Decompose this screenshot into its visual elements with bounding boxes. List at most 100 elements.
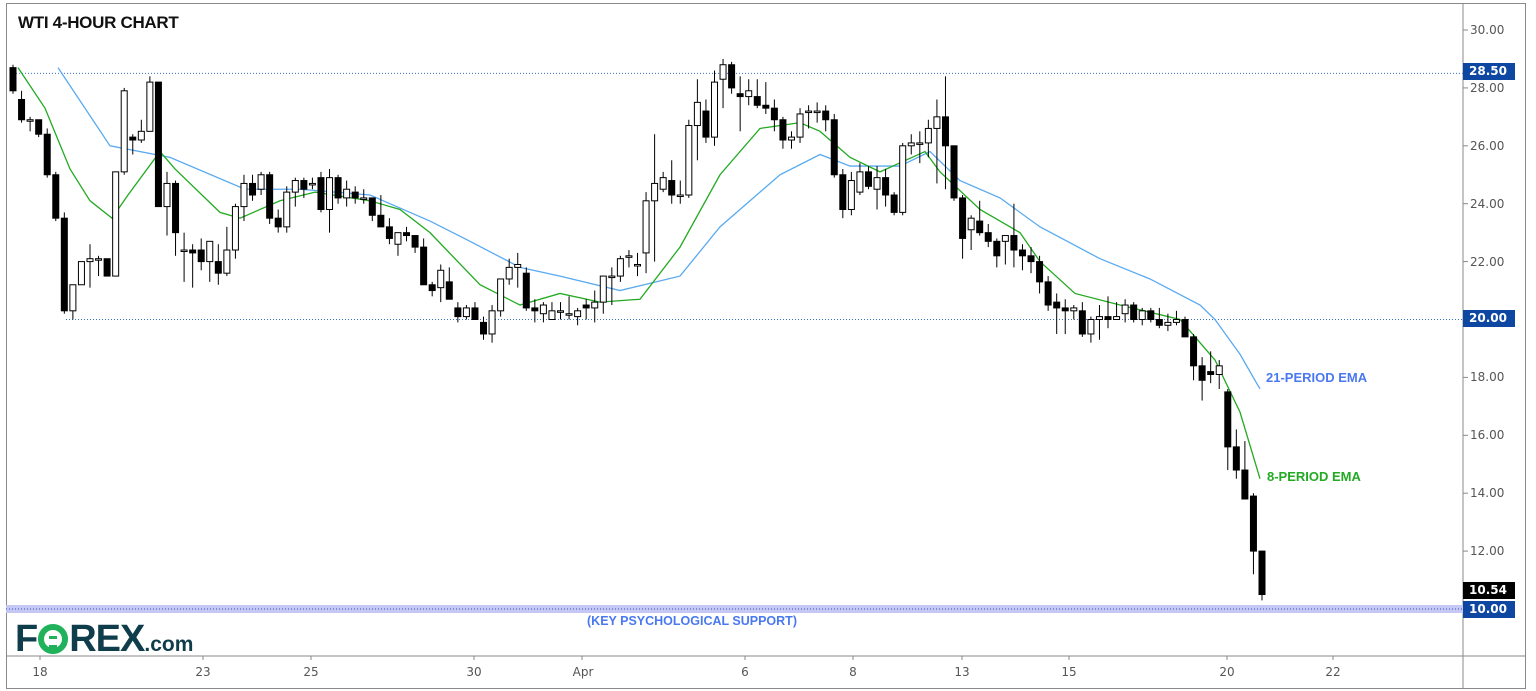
candle	[787, 131, 795, 149]
candle	[1258, 550, 1266, 601]
candle	[129, 134, 137, 155]
y-tick-26: 26.00	[1470, 139, 1505, 153]
candle	[69, 284, 77, 320]
candle	[993, 238, 1001, 268]
candle	[984, 223, 992, 248]
candle	[300, 177, 308, 198]
candle	[60, 212, 68, 314]
candle	[1172, 310, 1180, 326]
candle	[890, 192, 898, 216]
candle	[1113, 302, 1121, 321]
candle	[1190, 333, 1198, 381]
candle	[676, 180, 684, 204]
candle	[779, 116, 787, 149]
candle	[385, 218, 393, 245]
candle	[1070, 305, 1078, 320]
candle	[445, 267, 453, 300]
candle	[1087, 316, 1095, 343]
candle	[1181, 316, 1189, 338]
candle	[770, 99, 778, 132]
candle	[146, 76, 154, 132]
candle	[1027, 247, 1035, 274]
candle	[514, 252, 522, 288]
candle	[86, 244, 94, 288]
support-annotation: (KEY PSYCHOLOGICAL SUPPORT)	[587, 614, 797, 628]
candle	[976, 200, 984, 236]
y-tick-24: 24.00	[1470, 197, 1505, 211]
candle	[18, 90, 26, 123]
candle	[77, 261, 85, 286]
candle	[1078, 302, 1086, 337]
x-tick-20: 20	[1219, 665, 1235, 679]
candle	[565, 296, 573, 320]
candle	[856, 163, 864, 196]
candle	[625, 250, 633, 268]
candle	[497, 278, 505, 317]
candle	[43, 128, 51, 178]
x-tick-25: 25	[303, 665, 319, 679]
x-tick-6: 6	[741, 665, 749, 679]
candle	[1095, 305, 1103, 340]
price-tag-20-00: 20.00	[1463, 310, 1515, 327]
candle	[1224, 388, 1232, 471]
candle	[941, 76, 949, 190]
candle	[420, 238, 428, 286]
candle	[933, 99, 941, 184]
candle	[539, 302, 547, 323]
candle	[231, 203, 239, 259]
candle	[557, 302, 565, 320]
candle	[753, 79, 761, 109]
candle	[1147, 307, 1155, 323]
candle	[368, 197, 376, 222]
ema8-label: 8-PERIOD EMA	[1267, 469, 1361, 484]
logo-f: F	[15, 618, 38, 660]
candle	[830, 113, 838, 178]
logo-rex: REX	[69, 618, 145, 660]
candle	[882, 168, 890, 207]
candle	[103, 258, 111, 277]
candle	[351, 186, 359, 204]
chart-title: WTI 4-HOUR CHART	[18, 13, 179, 32]
candle	[137, 119, 145, 143]
candle	[599, 275, 607, 314]
candle	[1010, 203, 1018, 268]
candle	[189, 244, 197, 288]
candle	[172, 180, 180, 256]
candle	[1198, 357, 1206, 401]
candle	[360, 189, 368, 204]
candle	[1241, 441, 1249, 500]
candle	[1036, 255, 1044, 294]
candle	[1001, 235, 1009, 265]
y-tick-12: 12.00	[1470, 544, 1505, 558]
candle	[642, 192, 650, 274]
x-tick-13: 13	[954, 665, 970, 679]
y-tick-14: 14.00	[1470, 486, 1505, 500]
candle	[480, 316, 488, 340]
candle	[437, 264, 445, 303]
y-tick-16: 16.00	[1470, 428, 1505, 442]
candle	[163, 171, 171, 236]
candle	[591, 290, 599, 323]
candle	[813, 102, 821, 123]
candle	[471, 302, 479, 321]
x-tick-30: 30	[466, 665, 482, 679]
x-tick-apr: Apr	[572, 665, 594, 679]
price-tag-10-00: 10.00	[1463, 601, 1515, 618]
candle	[702, 99, 710, 143]
price-tag-28-50: 28.50	[1463, 63, 1515, 80]
x-tick-8: 8	[849, 665, 857, 679]
candle	[736, 76, 744, 132]
candle	[95, 255, 103, 277]
candle	[728, 61, 736, 94]
candle	[180, 232, 188, 282]
candle	[685, 119, 693, 198]
last-price-tag: 10.54	[1463, 582, 1515, 599]
forex-logo: F REX.com	[15, 618, 193, 661]
candle	[266, 171, 274, 224]
logo-dotcom: .com	[144, 633, 194, 656]
candle	[531, 299, 539, 323]
candle	[668, 160, 676, 204]
candle	[899, 142, 907, 216]
candle	[924, 119, 932, 158]
